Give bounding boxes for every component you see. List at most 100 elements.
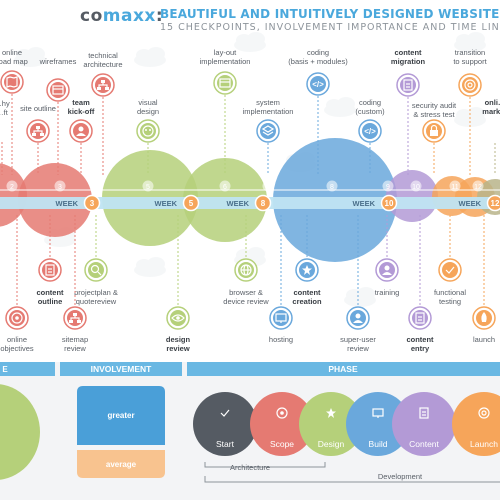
- week-number: 12: [491, 199, 500, 208]
- marker-dot: [472, 180, 484, 192]
- phase-label: Build: [369, 439, 388, 449]
- marker-number: 6: [223, 184, 227, 191]
- checkpoint-label: review: [166, 344, 190, 353]
- architecture-bracket: [204, 462, 326, 468]
- involvement-heading: INVOLVEMENT: [91, 364, 153, 374]
- lens-glyph: [90, 264, 100, 274]
- week-label: WEEK: [353, 199, 376, 208]
- checkpoint-label: lay-out: [214, 48, 237, 57]
- checkpoint-marker: 6: [219, 180, 231, 192]
- checkpoint-marker: 9: [382, 180, 394, 192]
- phase-circle: [346, 392, 410, 456]
- checkpoint-label: …ft: [0, 108, 9, 117]
- involvement-low-bar: [77, 450, 165, 478]
- week-marker: WEEK 5: [155, 194, 200, 212]
- marker-dot: [410, 180, 422, 192]
- marker-dot: [142, 180, 154, 192]
- support-icon: [462, 77, 478, 93]
- palette-icon: [140, 123, 156, 139]
- checkpoint-marker: 4: [90, 180, 102, 192]
- cloud: [344, 287, 376, 307]
- legend-header-involvement: [60, 362, 182, 376]
- cloud-part: [467, 107, 485, 121]
- lock-glyph: [430, 130, 438, 136]
- checkpoint-label: online: [7, 335, 27, 344]
- phase-start: Start: [193, 392, 257, 456]
- document-icon: [412, 310, 428, 326]
- top-checkpoint: …hy…ft: [0, 99, 10, 175]
- checkpoint-label: functional: [434, 288, 466, 297]
- week-circle: [182, 194, 200, 212]
- phase-label: Content: [409, 439, 439, 449]
- marker-number: 11: [451, 184, 458, 191]
- cloud-part: [247, 247, 265, 261]
- target-glyph: [11, 312, 23, 324]
- code-icon: [310, 76, 326, 92]
- marker-dot: [326, 180, 338, 192]
- code-glyph: </>: [364, 127, 376, 136]
- pupil-glyph: [176, 316, 180, 320]
- marker-dot: [382, 180, 394, 192]
- cloud: [234, 32, 266, 52]
- bottom-checkpoint: launch: [472, 215, 496, 344]
- checkpoint-label: design: [137, 107, 159, 116]
- week-label: WEEK: [155, 199, 178, 208]
- marker-dot: [6, 180, 18, 192]
- body-glyph: [382, 272, 392, 275]
- checkpoint-label: security audit: [412, 101, 457, 110]
- head-glyph: [384, 265, 390, 271]
- checkpoint-label: transition: [455, 48, 485, 57]
- subheadline: 15 CHECKPOINTS, INVOLVEMENT IMPORTANCE A…: [160, 22, 500, 33]
- phase-label: Start: [216, 439, 235, 449]
- marker-number: 10: [412, 184, 420, 191]
- handle-glyph: [97, 271, 102, 276]
- legend-left-heading: E: [2, 365, 8, 374]
- cloud-part: [357, 287, 375, 301]
- marker-dot: [449, 180, 461, 192]
- outline-icon: [42, 262, 58, 278]
- checkpoint-label: wireframes: [39, 57, 77, 66]
- phase-design: Design: [299, 392, 363, 456]
- cloud-part: [147, 257, 165, 271]
- cloud-part: [247, 32, 265, 46]
- frame-glyph: [52, 85, 64, 95]
- doc-glyph: [419, 407, 429, 419]
- top-checkpoint: coding(basis + modules) </>: [288, 48, 348, 175]
- involvement-high-bar: [77, 386, 165, 445]
- checkpoint-label: testing: [439, 297, 461, 306]
- week-number: 3: [90, 199, 95, 208]
- week-number: 10: [385, 199, 394, 208]
- doc-glyph: [415, 312, 425, 324]
- layers-glyph: [261, 125, 275, 136]
- week-marker: WEEK 8: [227, 194, 272, 212]
- importance-circle: [0, 384, 40, 480]
- bottom-checkpoint: projectplan &quotereview: [74, 215, 118, 306]
- week-circle: [486, 194, 500, 212]
- checkpoint-label: system: [256, 98, 280, 107]
- marker-number: 5: [146, 184, 150, 191]
- phase-label: Design: [318, 439, 345, 449]
- checkpoint-label: (custom): [355, 107, 385, 116]
- checkpoint-label: super-user: [340, 335, 376, 344]
- cloud: [14, 47, 46, 67]
- check-glyph: [445, 266, 455, 274]
- dot-glyph: [149, 129, 151, 131]
- marker-number: 7: [266, 184, 270, 191]
- checkpoint-label: projectplan &: [74, 288, 118, 297]
- marker-number: 9: [386, 184, 390, 191]
- checkpoint-marker: 8: [326, 180, 338, 192]
- cloud: [134, 257, 166, 277]
- phase-circle-purple: [386, 170, 438, 222]
- checkpoint-label: road map: [0, 57, 28, 66]
- cloud-part: [147, 47, 165, 61]
- marker-dot: [90, 180, 102, 192]
- cloud: [234, 247, 266, 267]
